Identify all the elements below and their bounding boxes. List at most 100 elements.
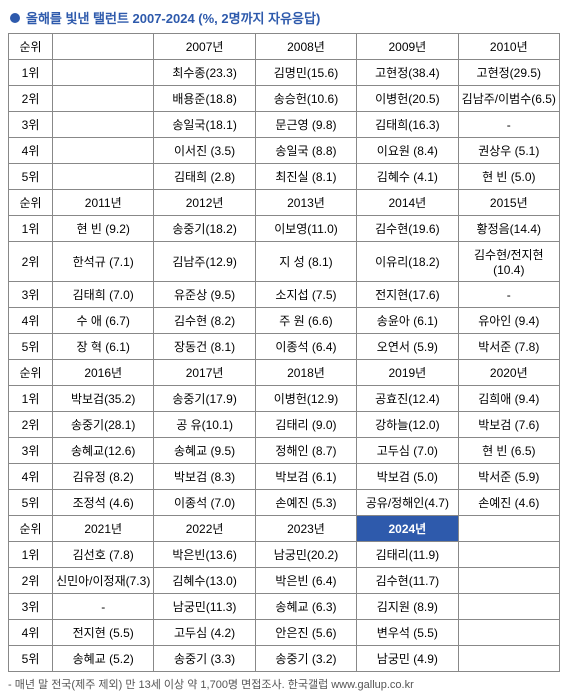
year-header: 2017년 — [154, 360, 255, 386]
data-cell: 소지섭 (7.5) — [255, 282, 356, 308]
data-cell: 고현정(38.4) — [357, 60, 458, 86]
data-cell: 신민아/이정재(7.3) — [53, 568, 154, 594]
data-cell: 강하늘(12.0) — [357, 412, 458, 438]
data-cell — [458, 568, 559, 594]
rank-cell: 4위 — [9, 138, 53, 164]
data-cell: 배용준(18.8) — [154, 86, 255, 112]
data-cell: 송윤아 (6.1) — [357, 308, 458, 334]
data-cell: 박서준 (7.8) — [458, 334, 559, 360]
data-cell: 김선호 (7.8) — [53, 542, 154, 568]
data-cell: 박보검 (8.3) — [154, 464, 255, 490]
empty-cell — [53, 138, 154, 164]
year-header: 2019년 — [357, 360, 458, 386]
data-cell: 송혜교 (5.2) — [53, 646, 154, 672]
data-cell: 고현정(29.5) — [458, 60, 559, 86]
data-cell — [458, 594, 559, 620]
data-cell: 김태희 (7.0) — [53, 282, 154, 308]
data-cell: 현 빈 (9.2) — [53, 216, 154, 242]
data-cell: 유아인 (9.4) — [458, 308, 559, 334]
rank-cell: 1위 — [9, 216, 53, 242]
data-cell: 황정음(14.4) — [458, 216, 559, 242]
data-cell: 박은빈 (6.4) — [255, 568, 356, 594]
data-cell: 김태리 (9.0) — [255, 412, 356, 438]
data-cell: 송중기(28.1) — [53, 412, 154, 438]
rank-cell: 4위 — [9, 620, 53, 646]
rank-cell: 3위 — [9, 594, 53, 620]
data-cell: 이요원 (8.4) — [357, 138, 458, 164]
data-cell: - — [53, 594, 154, 620]
year-header: 2015년 — [458, 190, 559, 216]
rank-cell: 5위 — [9, 490, 53, 516]
rank-cell: 1위 — [9, 542, 53, 568]
rank-header: 순위 — [9, 360, 53, 386]
data-cell: 박서준 (5.9) — [458, 464, 559, 490]
data-cell: 수 애 (6.7) — [53, 308, 154, 334]
rank-header: 순위 — [9, 34, 53, 60]
year-header: 2016년 — [53, 360, 154, 386]
data-cell: 김수현/전지현(10.4) — [458, 242, 559, 282]
data-cell: 변우석 (5.5) — [357, 620, 458, 646]
data-cell: 이서진 (3.5) — [154, 138, 255, 164]
year-header: 2022년 — [154, 516, 255, 542]
data-cell: 송중기(17.9) — [154, 386, 255, 412]
data-cell: 정해인 (8.7) — [255, 438, 356, 464]
data-cell: 김태희 (2.8) — [154, 164, 255, 190]
year-header: 2011년 — [53, 190, 154, 216]
data-cell: 현 빈 (6.5) — [458, 438, 559, 464]
data-cell: 고두심 (4.2) — [154, 620, 255, 646]
data-cell: 김유정 (8.2) — [53, 464, 154, 490]
rank-cell: 4위 — [9, 464, 53, 490]
data-cell: 전지현 (5.5) — [53, 620, 154, 646]
rank-cell: 1위 — [9, 386, 53, 412]
data-cell: 김태희(16.3) — [357, 112, 458, 138]
rank-cell: 3위 — [9, 112, 53, 138]
rank-cell: 2위 — [9, 86, 53, 112]
data-cell: 안은진 (5.6) — [255, 620, 356, 646]
rank-cell: 2위 — [9, 568, 53, 594]
data-cell: 송혜교 (9.5) — [154, 438, 255, 464]
bullet-icon — [10, 13, 20, 23]
data-cell: 고두심 (7.0) — [357, 438, 458, 464]
data-cell: 김남주(12.9) — [154, 242, 255, 282]
rank-cell: 1위 — [9, 60, 53, 86]
data-cell: 박보검 (6.1) — [255, 464, 356, 490]
data-cell — [458, 542, 559, 568]
footnote: - 매년 말 전국(제주 제외) 만 13세 이상 약 1,700명 면접조사.… — [8, 676, 560, 692]
data-cell: 이종석 (7.0) — [154, 490, 255, 516]
data-cell: 김남주/이범수(6.5) — [458, 86, 559, 112]
data-cell: 박보검 (7.6) — [458, 412, 559, 438]
data-cell: 오연서 (5.9) — [357, 334, 458, 360]
data-cell: 지 성 (8.1) — [255, 242, 356, 282]
title-text: 올해를 빛낸 탤런트 2007-2024 (%, 2명까지 자유응답) — [26, 8, 320, 27]
year-header: 2007년 — [154, 34, 255, 60]
data-cell: 이병헌(12.9) — [255, 386, 356, 412]
data-cell: - — [458, 282, 559, 308]
data-cell: 박은빈(13.6) — [154, 542, 255, 568]
rank-cell: 5위 — [9, 646, 53, 672]
year-header: 2013년 — [255, 190, 356, 216]
data-cell — [458, 620, 559, 646]
data-cell — [458, 646, 559, 672]
data-cell: 박보검 (5.0) — [357, 464, 458, 490]
rank-header: 순위 — [9, 190, 53, 216]
data-cell: 한석규 (7.1) — [53, 242, 154, 282]
rank-cell: 4위 — [9, 308, 53, 334]
data-cell: 김혜수(13.0) — [154, 568, 255, 594]
year-header: 2008년 — [255, 34, 356, 60]
year-header: 2020년 — [458, 360, 559, 386]
data-cell: 남궁민 (4.9) — [357, 646, 458, 672]
year-header: 2024년 — [357, 516, 458, 542]
data-cell: 김수현(11.7) — [357, 568, 458, 594]
data-cell: 송혜교 (6.3) — [255, 594, 356, 620]
year-header: 2010년 — [458, 34, 559, 60]
data-cell: 송일국 (8.8) — [255, 138, 356, 164]
data-cell: 유준상 (9.5) — [154, 282, 255, 308]
year-header: 2012년 — [154, 190, 255, 216]
data-cell: 손예진 (4.6) — [458, 490, 559, 516]
data-cell: 김명민(15.6) — [255, 60, 356, 86]
empty-cell — [53, 112, 154, 138]
data-cell: 김태리(11.9) — [357, 542, 458, 568]
data-cell: 이보영(11.0) — [255, 216, 356, 242]
empty-cell — [53, 60, 154, 86]
data-cell: 손예진 (5.3) — [255, 490, 356, 516]
